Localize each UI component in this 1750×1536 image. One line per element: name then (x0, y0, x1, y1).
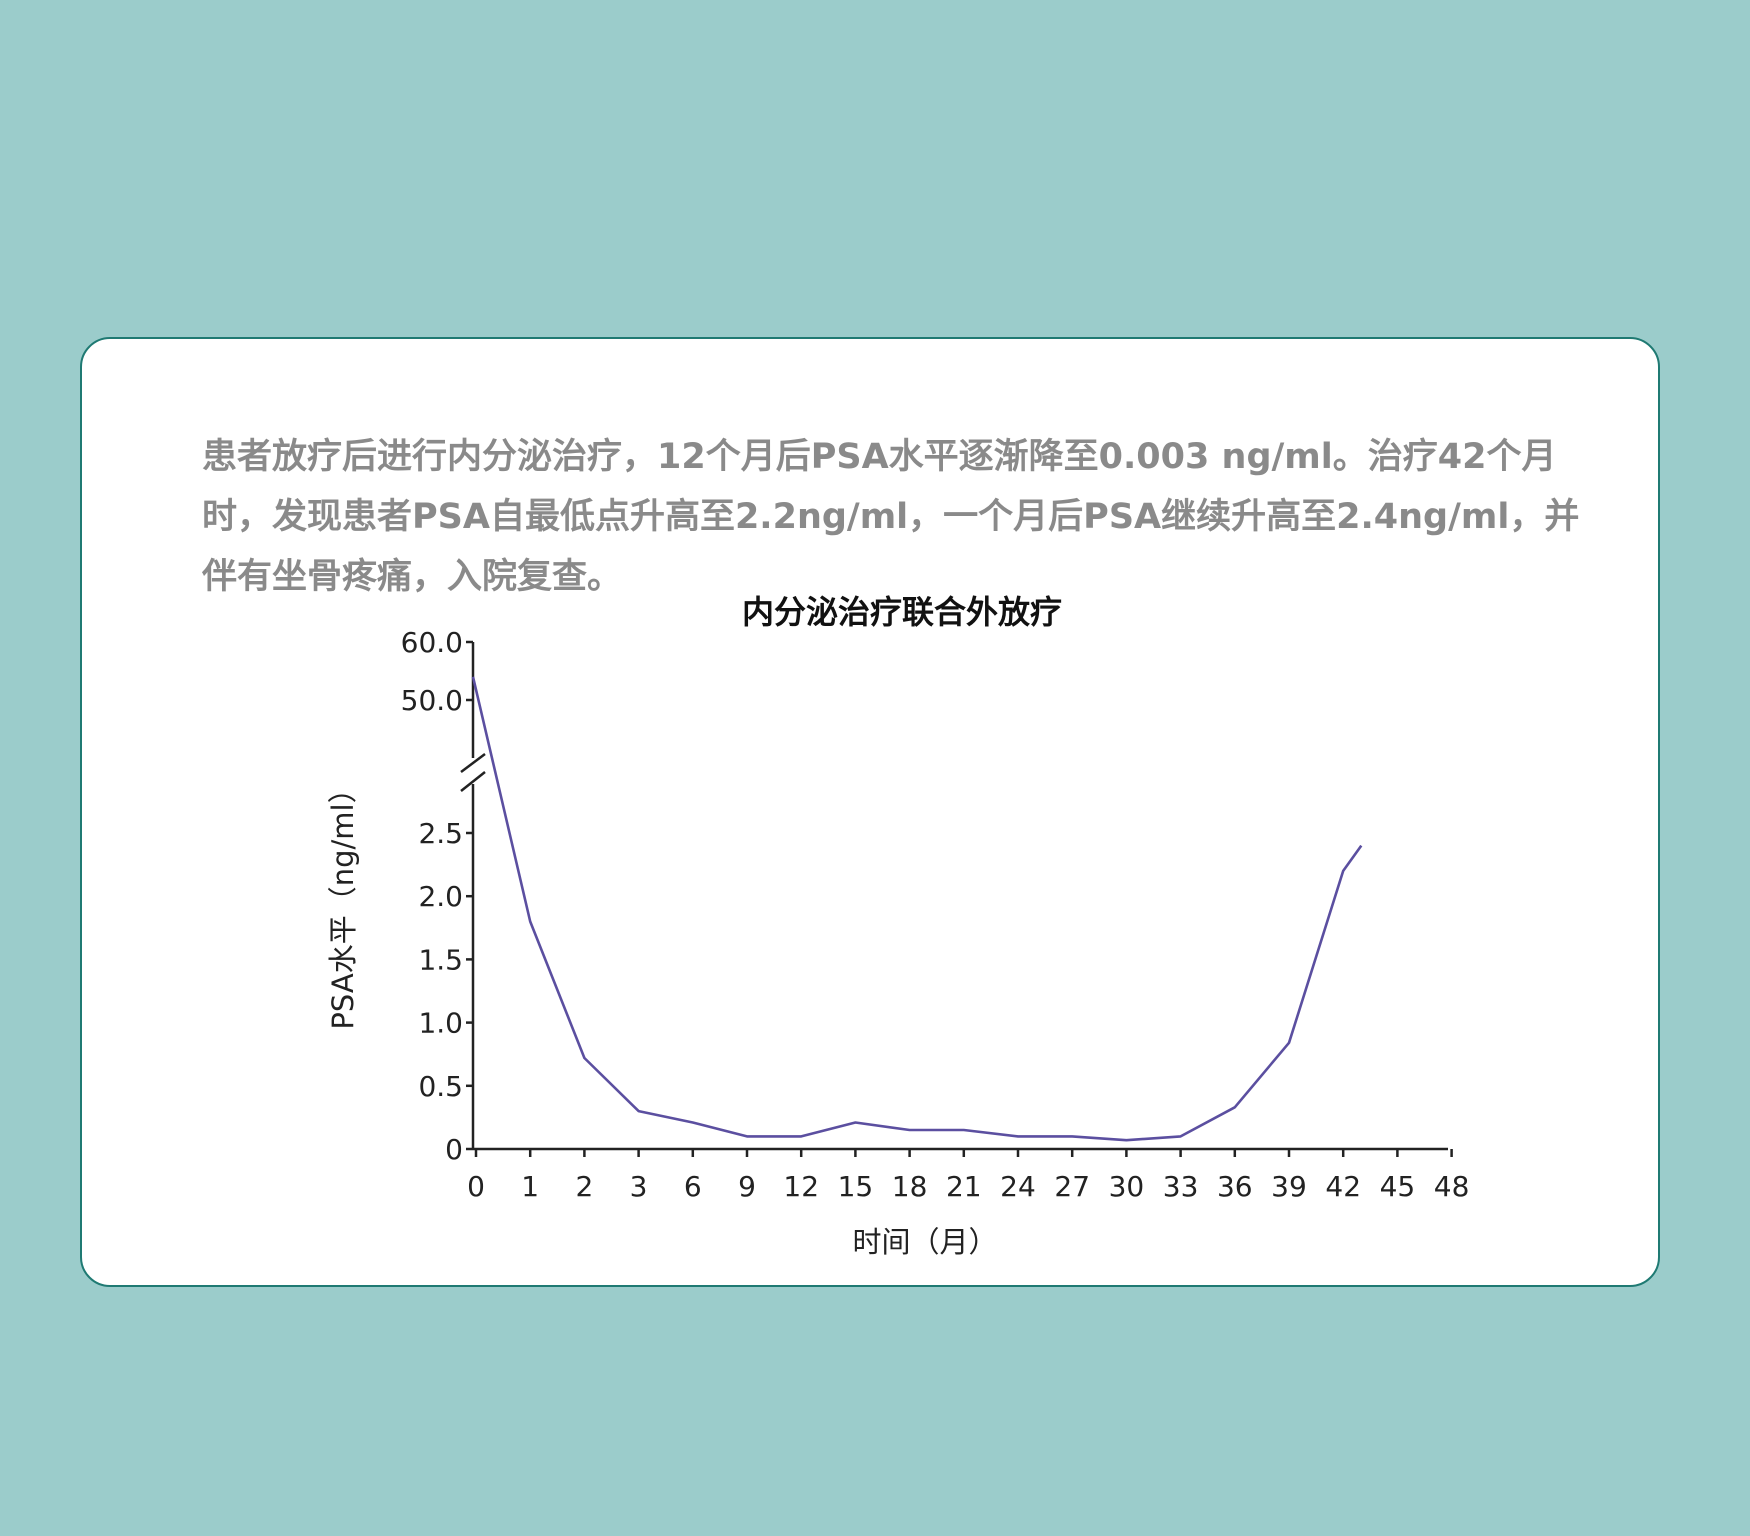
x-tick-label: 15 (838, 1170, 874, 1203)
x-tick-label: 48 (1434, 1170, 1470, 1203)
x-ticks: 0 1 2 3 6 9 12 15 18 21 24 27 30 33 36 39 42 45 48 (467, 1149, 1469, 1203)
y-axis-break-mark-1 (460, 753, 486, 773)
y-tick-label: 50.0 (401, 684, 463, 717)
y-tick-label: 2.5 (418, 817, 463, 850)
x-tick-label: 45 (1380, 1170, 1416, 1203)
content-card: 患者放疗后进行内分泌治疗，12个月后PSA水平逐渐降至0.003 ng/ml。治… (80, 337, 1660, 1287)
x-tick-label: 30 (1109, 1170, 1145, 1203)
y-tick-label: 1.0 (418, 1007, 463, 1040)
x-tick-label: 36 (1217, 1170, 1253, 1203)
x-tick-label: 42 (1325, 1170, 1361, 1203)
y-axis-break-mark-2 (460, 771, 486, 792)
x-tick-label: 3 (630, 1170, 648, 1203)
x-axis-label: 时间（月） (852, 1225, 997, 1259)
series-group (471, 676, 1363, 1142)
y-tick-label: 0.5 (418, 1070, 463, 1103)
y-tick-label: 1.5 (418, 943, 463, 976)
series-line (471, 676, 1363, 1142)
x-tick-label: 27 (1054, 1170, 1090, 1203)
case-description: 患者放疗后进行内分泌治疗，12个月后PSA水平逐渐降至0.003 ng/ml。治… (202, 437, 1580, 597)
y-tick-label: 60.0 (401, 626, 463, 659)
x-tick-label: 18 (892, 1170, 928, 1203)
x-tick-label: 6 (684, 1170, 702, 1203)
x-tick-label: 21 (946, 1170, 982, 1203)
x-tick-label: 39 (1271, 1170, 1307, 1203)
y-tick-label: 2.0 (418, 880, 463, 913)
y-ticks: 0 0.5 1.0 1.5 2.0 2.5 50.0 60.0 (401, 626, 473, 1166)
x-tick-label: 24 (1000, 1170, 1036, 1203)
x-tick-label: 9 (738, 1170, 756, 1203)
x-tick-label: 12 (783, 1170, 819, 1203)
y-axis-label: PSA水平（ng/ml） (326, 774, 360, 1029)
x-tick-label: 1 (521, 1170, 539, 1203)
x-tick-label: 33 (1163, 1170, 1199, 1203)
x-tick-label: 0 (467, 1170, 485, 1203)
chart-title: 内分泌治疗联合外放疗 (742, 593, 1062, 631)
y-tick-label: 0 (445, 1133, 463, 1166)
x-tick-label: 2 (575, 1170, 593, 1203)
